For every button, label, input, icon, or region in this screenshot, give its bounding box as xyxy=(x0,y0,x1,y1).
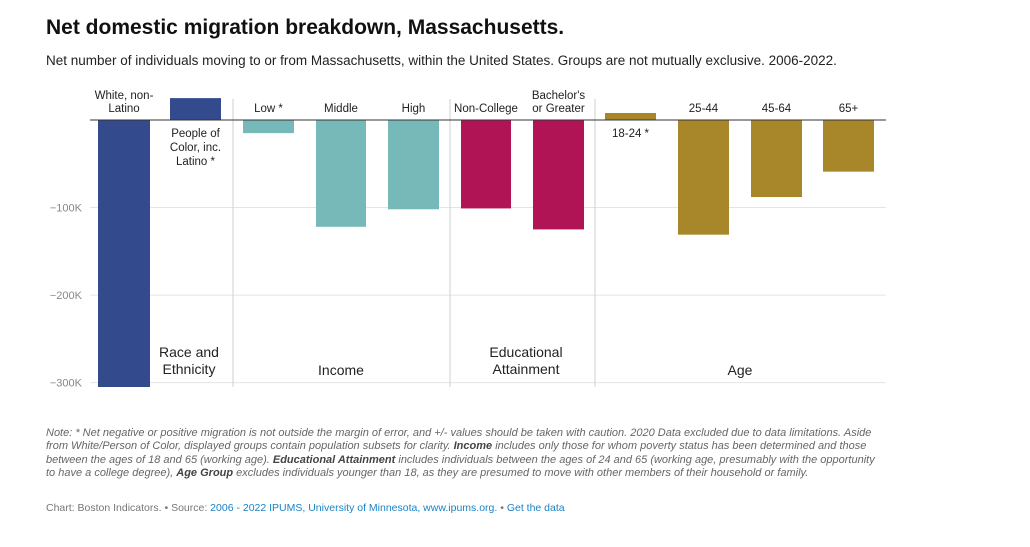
note-text: includes only those for whom poverty sta… xyxy=(46,440,867,466)
group-label: Educational Attainment xyxy=(489,344,562,377)
category-label: Bachelor's or Greater xyxy=(532,90,586,115)
bar xyxy=(461,120,511,209)
note-text: excludes individuals younger than 18, as… xyxy=(233,467,809,480)
credit-separator: • xyxy=(497,502,507,514)
category-label: Non-College xyxy=(454,103,518,115)
note-income-label: Income xyxy=(453,440,493,453)
category-label: 25-44 xyxy=(689,103,719,115)
category-label: 65+ xyxy=(839,103,859,115)
chart-title: Net domestic migration breakdown, Massac… xyxy=(46,16,565,39)
y-tick-label: −200K xyxy=(50,290,83,302)
category-label: 18-24 * xyxy=(612,128,650,140)
group-label: Age xyxy=(728,362,753,378)
bar xyxy=(316,120,366,227)
y-tick-label: −100K xyxy=(50,203,83,215)
bar xyxy=(533,120,584,230)
bar xyxy=(388,120,439,210)
group-label: Race and Ethnicity xyxy=(159,344,219,377)
bar-chart: −100K −200K −300K White, non-Latino People o… xyxy=(50,90,886,390)
y-tick-label: −300K xyxy=(50,378,83,390)
note-text: includes individuals between the ages of… xyxy=(46,453,875,480)
category-label: Low * xyxy=(254,103,283,115)
note-age-label: Age Group xyxy=(176,467,234,480)
category-label: 45-64 xyxy=(762,103,792,115)
bar xyxy=(751,120,802,198)
note-text: Note: * Net negative or positive migrati… xyxy=(46,427,872,453)
credit-prefix: Chart: Boston Indicators. • Source: xyxy=(46,502,211,514)
category-label: High xyxy=(402,103,426,115)
bar xyxy=(605,112,656,120)
bar xyxy=(243,120,294,134)
bar xyxy=(678,120,729,235)
source-link[interactable]: 2006 - 2022 IPUMS, University of Minneso… xyxy=(210,502,498,514)
category-label: White, non-Latino xyxy=(95,90,154,115)
note-education-label: Educational Attainment xyxy=(272,453,396,466)
chart-subtitle: Net number of individuals moving to or f… xyxy=(46,53,837,68)
bar xyxy=(823,120,874,172)
get-data-link[interactable]: Get the data xyxy=(506,502,565,514)
category-label: Middle xyxy=(324,103,358,115)
group-label: Income xyxy=(318,362,364,378)
chart-note: Note: * Net negative or positive migrati… xyxy=(46,427,886,481)
chart-credits: Chart: Boston Indicators. • Source: 2006… xyxy=(46,502,565,514)
bar xyxy=(170,98,221,120)
bar xyxy=(98,120,150,387)
category-label: People of Color, inc. Latino * xyxy=(170,128,221,168)
